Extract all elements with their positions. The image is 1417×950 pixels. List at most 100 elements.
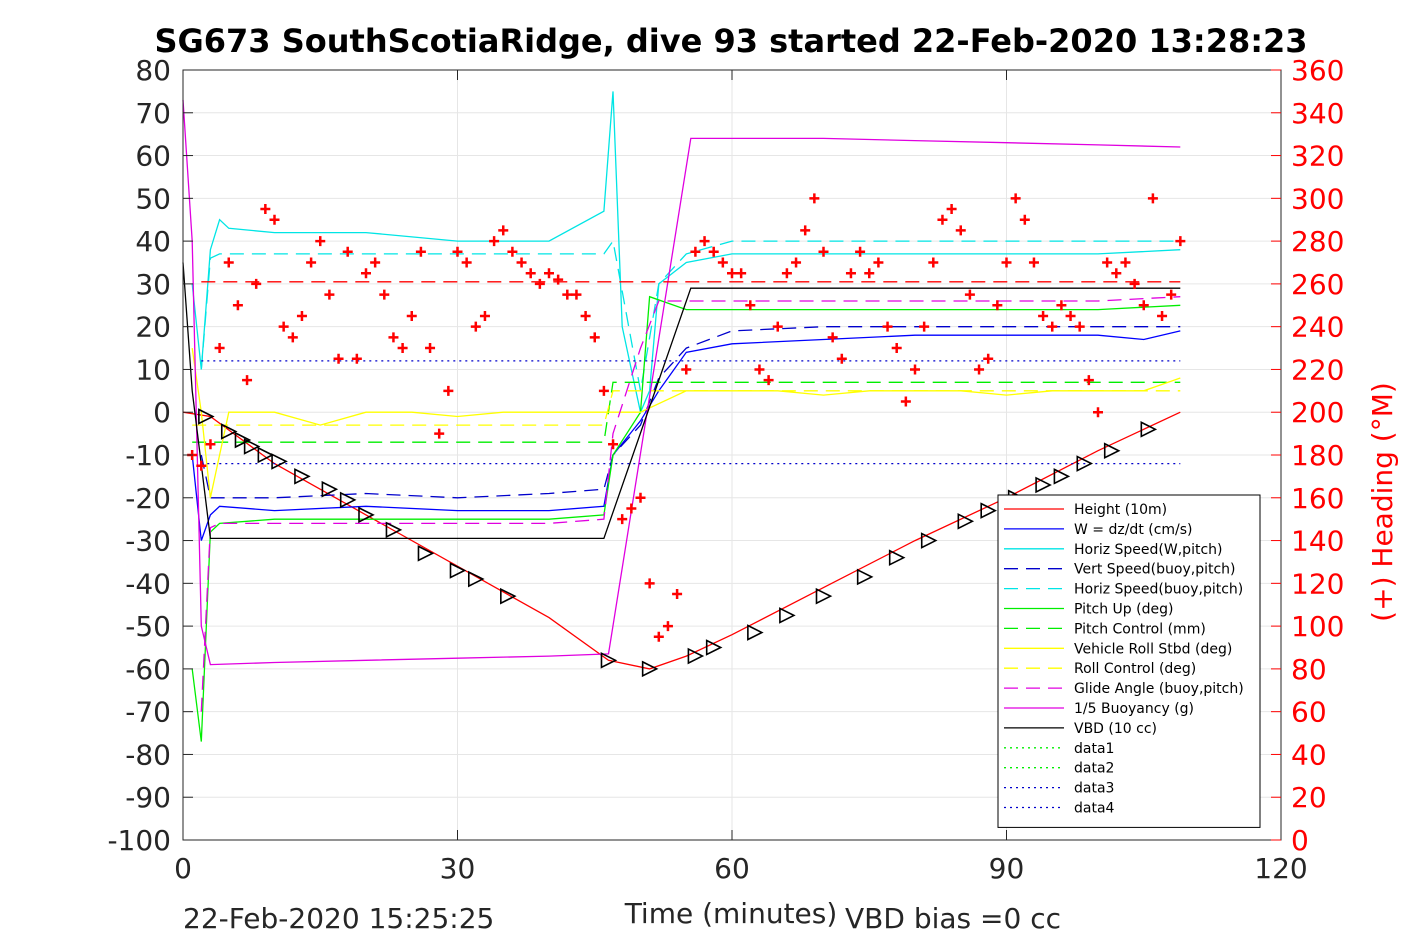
heading-point xyxy=(388,332,399,343)
y-tick-label: 70 xyxy=(135,97,171,130)
depth-marker-point xyxy=(449,562,467,579)
y-tick-label: -30 xyxy=(125,525,171,558)
axes: 0 30 60 90 12080706050403020100-10-20-30-40-… xyxy=(107,54,1344,885)
heading-point xyxy=(1074,321,1085,332)
depth-marker-point xyxy=(468,570,485,588)
heading-point xyxy=(342,246,353,257)
heading-point xyxy=(1111,268,1122,279)
series-line xyxy=(191,91,1181,415)
heading-point xyxy=(1083,375,1094,386)
legend-label: Height (10m) xyxy=(1074,502,1167,518)
legend-label: Horiz Speed(W,pitch) xyxy=(1074,542,1222,558)
depth-marker-point xyxy=(1103,442,1121,460)
heading-point xyxy=(232,300,243,311)
y-tick-label: 0 xyxy=(153,396,171,429)
series-line xyxy=(200,296,1181,712)
heading-point xyxy=(1138,300,1149,311)
depth-marker-point xyxy=(257,446,275,464)
heading-point xyxy=(1038,310,1049,321)
heading-point xyxy=(699,236,710,247)
depth-marker-point xyxy=(815,587,833,605)
heading-point xyxy=(361,268,371,279)
heading-point xyxy=(479,310,490,321)
legend-label: Horiz Speed(buoy,pitch) xyxy=(1074,582,1243,598)
y-tick-label: -70 xyxy=(125,696,171,729)
heading-point xyxy=(1010,193,1021,204)
y-right-tick-label: 360 xyxy=(1291,54,1344,87)
series-line xyxy=(200,239,1181,391)
y-tick-label: 50 xyxy=(135,182,171,215)
depth-marker-point xyxy=(234,431,252,449)
y-right-tick-label: 0 xyxy=(1291,824,1309,857)
heading-point xyxy=(287,332,298,343)
legend-label: data4 xyxy=(1074,801,1115,817)
heading-point xyxy=(525,268,536,279)
depth-marker-point xyxy=(417,545,435,562)
legend-label: Glide Angle (buoy,pitch) xyxy=(1074,681,1244,697)
y-right-tick-label: 20 xyxy=(1291,781,1327,814)
heading-point xyxy=(763,375,774,386)
depth-marker-point xyxy=(687,647,705,665)
legend-box xyxy=(997,494,1261,828)
y-tick-label: 40 xyxy=(135,225,171,258)
series-line xyxy=(192,381,1181,443)
heading-point xyxy=(845,268,856,279)
heading-point xyxy=(205,439,216,450)
heading-point xyxy=(1056,300,1067,311)
heading-point xyxy=(864,268,875,279)
y-tick-label: -40 xyxy=(125,567,171,600)
y-right-tick-label: 340 xyxy=(1291,97,1344,130)
depth-marker-point xyxy=(294,468,311,485)
legend-label: Vehicle Roll Stbd (deg) xyxy=(1074,641,1232,657)
heading-point xyxy=(708,246,719,257)
y-right-tick-label: 100 xyxy=(1291,610,1344,643)
y-right-tick-label: 80 xyxy=(1291,653,1327,686)
heading-point xyxy=(690,246,701,257)
y-right-tick-label: 240 xyxy=(1291,311,1344,344)
heading-point xyxy=(1129,278,1140,289)
depth-marker-point xyxy=(980,502,997,519)
y-tick-label: -10 xyxy=(125,439,171,472)
heading-point xyxy=(516,257,527,268)
heading-point xyxy=(1166,289,1177,300)
heading-point xyxy=(772,321,783,332)
y-right-tick-label: 140 xyxy=(1291,525,1344,558)
heading-point xyxy=(333,353,344,364)
heading-point xyxy=(1120,257,1131,268)
depth-marker-point xyxy=(957,513,975,530)
y-right-tick-label: 60 xyxy=(1291,696,1327,729)
y-tick-label: 30 xyxy=(135,268,171,301)
heading-point xyxy=(425,343,436,354)
heading-point xyxy=(1157,310,1168,321)
heading-point xyxy=(223,257,234,268)
heading-point xyxy=(873,257,884,268)
heading-point xyxy=(580,310,591,321)
series-line xyxy=(200,326,1181,499)
legend-label: VBD (10 cc) xyxy=(1074,721,1157,737)
heading-point xyxy=(1028,257,1039,268)
heading-point xyxy=(644,578,655,589)
y-right-tick-label: 320 xyxy=(1291,140,1344,173)
y-axis-right-label: (+) Heading (°M) xyxy=(1366,382,1399,622)
y-tick-label: -90 xyxy=(125,781,171,814)
depth-marker-point xyxy=(856,568,874,586)
series-line xyxy=(191,295,1181,742)
x-axis-label: Time (minutes) xyxy=(624,897,838,930)
legend-label: Pitch Control (mm) xyxy=(1074,621,1206,637)
legend: Height (10m) W = dz/dt (cm/s) Horiz Speed(… xyxy=(997,494,1261,828)
depth-marker-point xyxy=(641,660,659,678)
footer-vbd-bias: VBD bias =0 cc xyxy=(845,902,1061,935)
x-tick-label: 90 xyxy=(989,852,1025,885)
y-tick-label: -50 xyxy=(125,610,171,643)
heading-point xyxy=(452,246,463,257)
heading-point xyxy=(260,204,271,215)
x-tick-label: 120 xyxy=(1254,852,1307,885)
heading-point xyxy=(800,225,811,236)
depth-marker-point xyxy=(920,532,938,549)
depth-marker-point xyxy=(385,521,403,539)
legend-label: data3 xyxy=(1074,781,1114,797)
y-right-tick-label: 220 xyxy=(1291,353,1344,386)
y-tick-label: 10 xyxy=(135,353,171,386)
heading-point xyxy=(1102,257,1113,268)
